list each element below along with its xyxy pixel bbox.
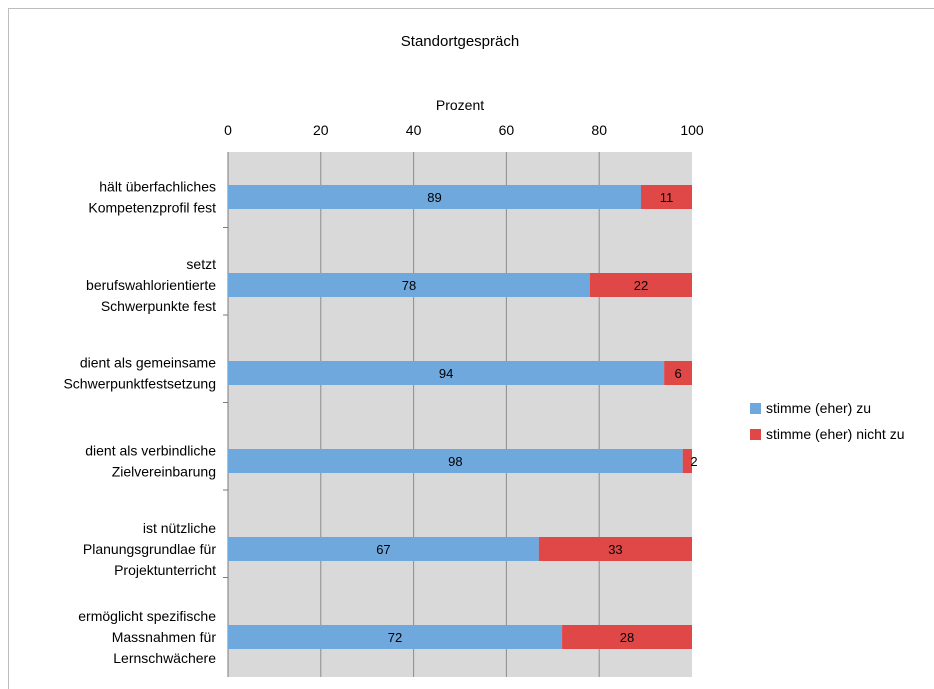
x-tick-label-4: 80: [591, 122, 607, 138]
data-label-2-series-1: 6: [674, 366, 681, 381]
data-label-4-series-0: 67: [376, 542, 390, 557]
category-label-5-line-0: ermöglicht spezifische: [78, 608, 216, 624]
bar-3-series-1: [682, 449, 692, 473]
category-label-3-line-1: Zielvereinbarung: [112, 464, 216, 480]
bar-2-series-1: [664, 361, 692, 385]
bar-1-series-0: [228, 273, 590, 297]
bar-5-series-1: [562, 625, 692, 649]
bar-1-series-1: [589, 273, 692, 297]
category-label-0-line-1: Kompetenzprofil fest: [88, 200, 216, 216]
plot-area: [228, 152, 692, 677]
category-label-5-line-1: Massnahmen für: [112, 629, 217, 645]
category-label-4-line-0: ist nützliche: [143, 520, 216, 536]
data-label-2-series-0: 94: [439, 366, 453, 381]
bar-5-series-0: [228, 625, 563, 649]
data-label-4-series-1: 33: [608, 542, 622, 557]
legend-label-agree: stimme (eher) zu: [766, 400, 872, 416]
bar-4-series-1: [538, 537, 692, 561]
data-label-0-series-0: 89: [427, 190, 441, 205]
category-label-1-line-2: Schwerpunkte fest: [101, 298, 216, 314]
legend-item-disagree: stimme (eher) nicht zu: [750, 424, 904, 444]
category-label-5-line-2: Lernschwächere: [113, 650, 216, 666]
category-label-0-line-0: hält überfachliches: [99, 179, 216, 195]
chart-title: Standortgespräch: [401, 33, 519, 50]
data-label-3-series-0: 98: [448, 454, 462, 469]
data-label-5-series-0: 72: [388, 630, 402, 645]
x-tick-label-2: 40: [406, 122, 422, 138]
legend: stimme (eher) zu stimme (eher) nicht zu: [750, 398, 904, 450]
legend-swatch-disagree: [750, 428, 761, 440]
data-label-1-series-1: 22: [634, 278, 648, 293]
bar-0-series-0: [228, 185, 641, 209]
legend-label-disagree: stimme (eher) nicht zu: [766, 426, 905, 442]
data-label-0-series-1: 11: [660, 190, 674, 205]
x-tick-label-3: 60: [499, 122, 515, 138]
category-label-1-line-1: berufswahlorientierte: [86, 277, 216, 293]
data-label-1-series-0: 78: [402, 278, 416, 293]
legend-item-agree: stimme (eher) zu: [750, 398, 904, 418]
data-label-3-series-1: 2: [690, 454, 697, 469]
category-label-2-line-1: Schwerpunktfestsetzung: [63, 376, 216, 392]
bar-2-series-0: [228, 361, 665, 385]
x-tick-label-5: 100: [680, 122, 704, 138]
x-tick-label-0: 0: [224, 122, 232, 138]
bar-4-series-0: [228, 537, 539, 561]
legend-swatch-agree: [750, 402, 761, 414]
category-label-4-line-1: Planungsgrundlae für: [83, 541, 216, 557]
data-label-5-series-1: 28: [620, 630, 634, 645]
category-label-2-line-0: dient als gemeinsame: [80, 355, 216, 371]
category-label-4-line-2: Projektunterricht: [114, 562, 216, 578]
x-tick-label-1: 20: [313, 122, 329, 138]
x-axis-label: Prozent: [436, 97, 484, 113]
bar-0-series-1: [640, 185, 692, 209]
category-label-1-line-0: setzt: [186, 256, 216, 272]
category-label-3-line-0: dient als verbindliche: [85, 443, 216, 459]
bar-3-series-0: [228, 449, 683, 473]
